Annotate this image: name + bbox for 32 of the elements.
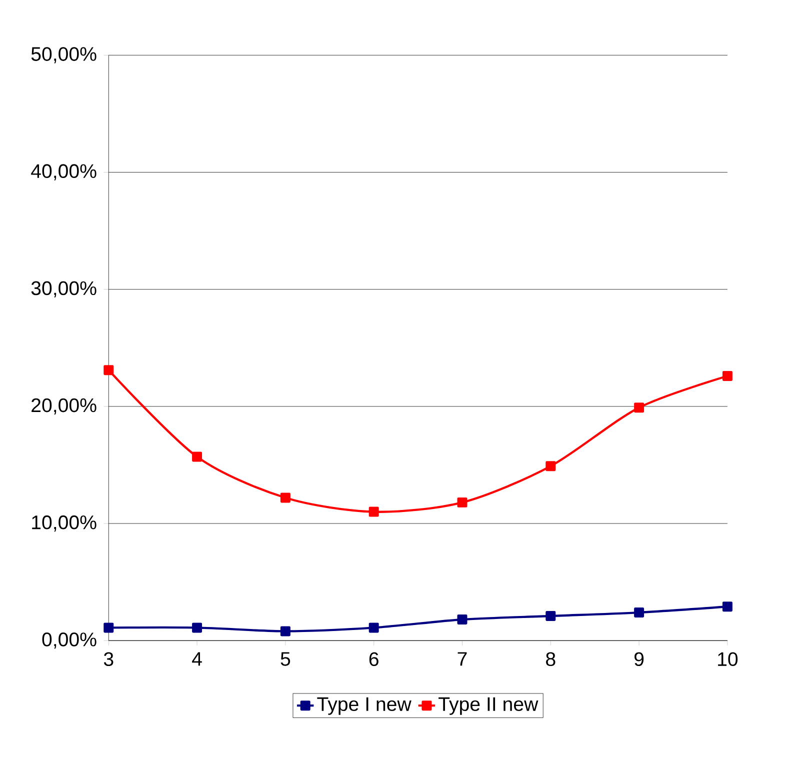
point [457,497,468,508]
y-tick-label: 0,00% [42,632,96,648]
point [280,492,290,503]
point [457,614,468,624]
point [192,622,202,632]
x-tick-label: 6 [369,652,378,666]
x-tick-label: 9 [634,652,644,666]
point [722,601,732,612]
legend-label: Type II new [438,697,538,715]
y-tick-label: 50,00% [31,46,96,64]
point [192,452,202,462]
y-tick-label: 30,00% [31,281,96,298]
x-tick-label: 7 [458,652,467,666]
x-tick-label: 10 [718,652,738,666]
x-tick-label: 8 [546,652,556,666]
y-tick-label: 40,00% [31,164,96,180]
point [368,622,379,632]
x-tick-label: 5 [280,652,290,666]
point [104,364,114,375]
point [634,607,644,618]
point [368,506,379,517]
point [546,460,556,471]
legend-label: Type I new [317,697,412,715]
x-tick-label: 4 [192,652,202,666]
point [280,626,290,636]
point [722,370,732,381]
y-tick-label: 20,00% [32,398,96,414]
y-tick-label: 10,00% [32,515,96,532]
point [546,610,556,621]
point [634,402,644,412]
x-tick-label: 3 [104,652,114,666]
point [104,622,114,632]
